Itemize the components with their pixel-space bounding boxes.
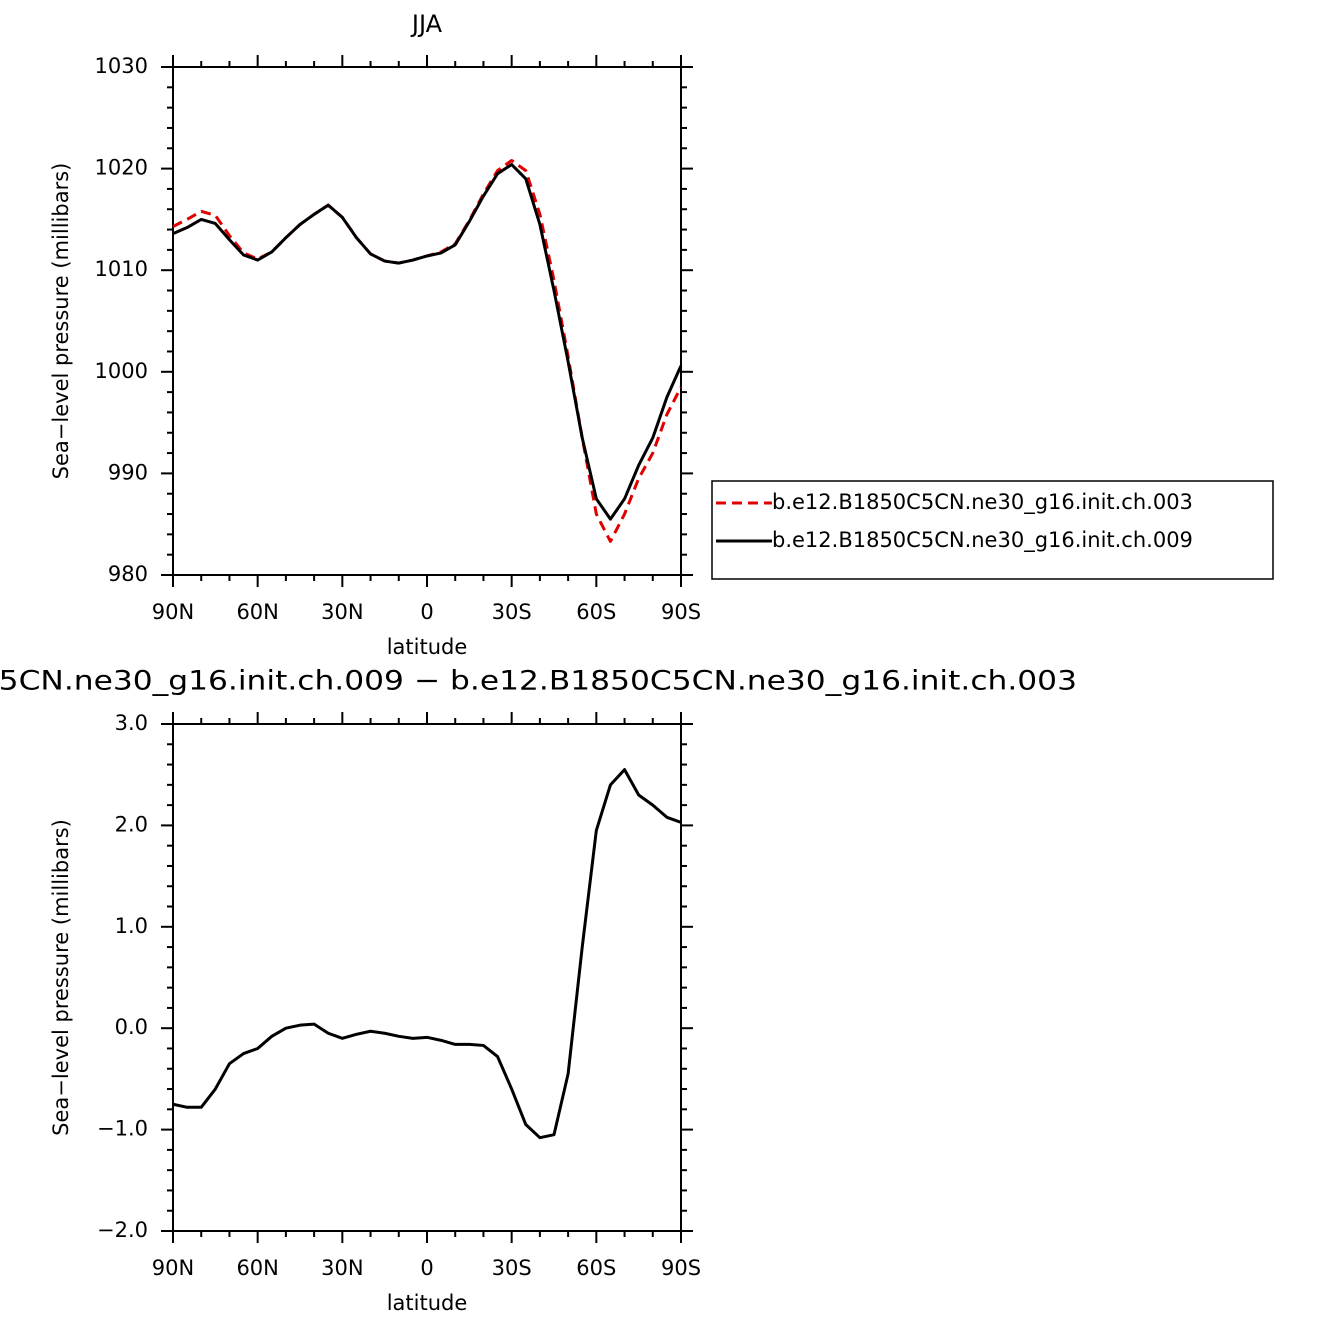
x-tick-label: 90N	[152, 1256, 194, 1280]
y-tick-label: 980	[108, 562, 148, 586]
x-tick-label: 30N	[321, 600, 363, 624]
y-tick-label: 1030	[95, 54, 148, 78]
chart-title: JJA	[410, 10, 443, 38]
x-tick-label: 30N	[321, 1256, 363, 1280]
x-tick-label: 90S	[661, 600, 701, 624]
plot-frame	[172, 723, 682, 1232]
y-tick-label: −1.0	[97, 1117, 148, 1141]
x-axis-label: latitude	[387, 635, 468, 659]
x-axis-label: latitude	[387, 1291, 468, 1315]
y-axis-label: Sea−level pressure (millibars)	[49, 163, 73, 480]
y-tick-label: −2.0	[97, 1218, 148, 1242]
y-tick-label: 1010	[95, 257, 148, 281]
x-tick-label: 60N	[236, 1256, 278, 1280]
legend-label: b.e12.B1850C5CN.ne30_g16.init.ch.003	[772, 490, 1193, 515]
x-tick-label: 90S	[661, 1256, 701, 1280]
chart-title: b.e12.B1850C5CN.ne30_g16.init.ch.009 − b…	[0, 666, 1077, 697]
x-tick-label: 0	[420, 600, 433, 624]
y-tick-label: 1000	[95, 359, 148, 383]
series-line	[172, 163, 683, 521]
x-tick-label: 30S	[492, 1256, 532, 1280]
x-tick-label: 60S	[576, 600, 616, 624]
legend-box	[711, 480, 1274, 580]
y-axis-label: Sea−level pressure (millibars)	[49, 819, 73, 1136]
series-line	[172, 158, 683, 543]
plot-frame	[172, 66, 682, 576]
x-tick-label: 60S	[576, 1256, 616, 1280]
y-tick-label: 990	[108, 460, 148, 484]
y-tick-label: 3.0	[115, 711, 148, 735]
x-tick-label: 90N	[152, 600, 194, 624]
y-tick-label: 0.0	[115, 1015, 148, 1039]
legend-label: b.e12.B1850C5CN.ne30_g16.init.ch.009	[772, 528, 1193, 553]
x-tick-label: 30S	[492, 600, 532, 624]
x-tick-label: 0	[420, 1256, 433, 1280]
y-tick-label: 1.0	[115, 914, 148, 938]
series-line	[172, 768, 682, 1140]
y-tick-label: 1020	[95, 156, 148, 180]
x-tick-label: 60N	[236, 600, 278, 624]
y-tick-label: 2.0	[115, 812, 148, 836]
